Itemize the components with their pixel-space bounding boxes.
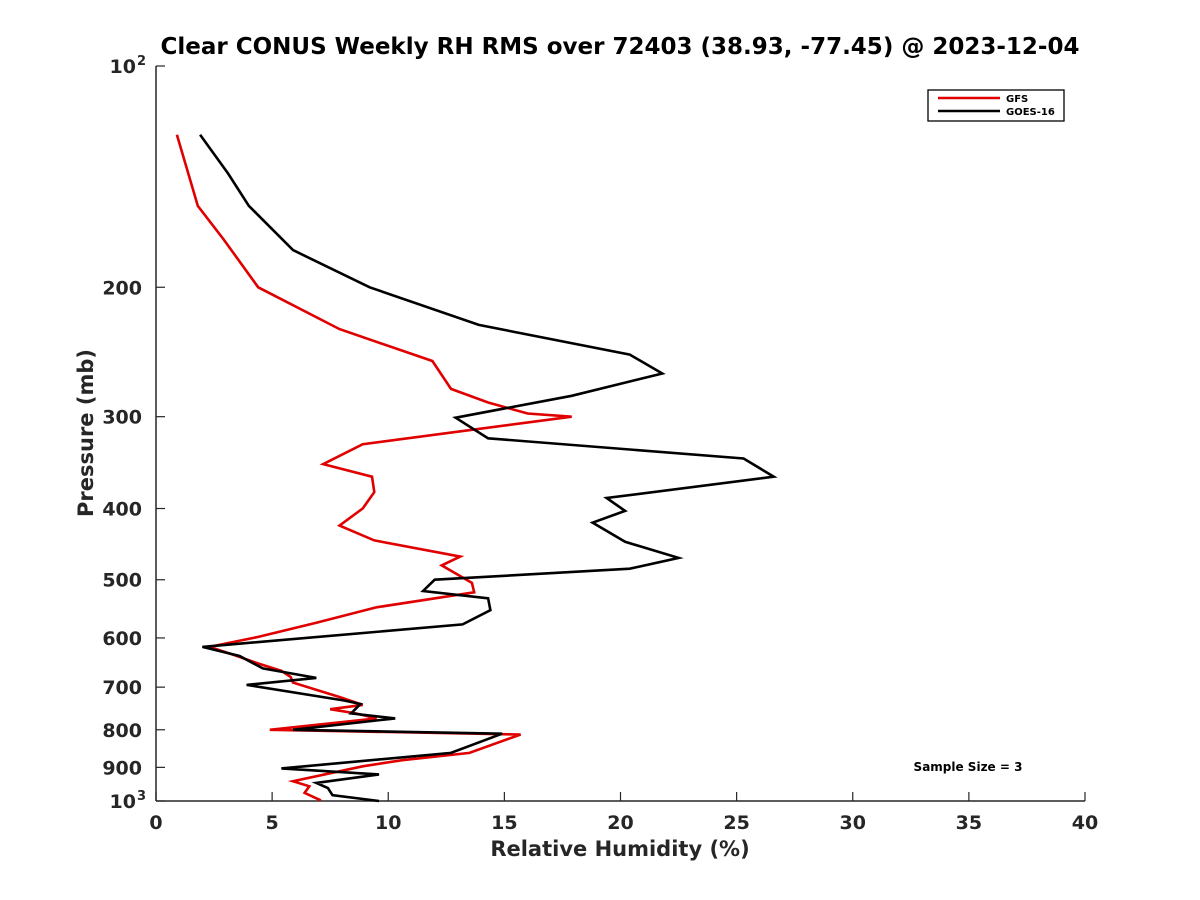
y-tick-exponent: 2 xyxy=(137,54,146,69)
x-tick-label: 20 xyxy=(607,812,633,834)
sample-size-annotation: Sample Size = 3 xyxy=(914,760,1023,774)
series-line-goes16 xyxy=(199,133,778,803)
x-tick-label: 40 xyxy=(1072,812,1098,834)
y-tick-label: 10 xyxy=(110,791,136,813)
x-tick-label: 15 xyxy=(491,812,517,834)
y-tick-label: 700 xyxy=(102,677,142,699)
x-tick-label: 25 xyxy=(723,812,749,834)
y-tick-label: 300 xyxy=(102,407,142,429)
x-tick-label: 0 xyxy=(149,812,162,834)
chart-title: Clear CONUS Weekly RH RMS over 72403 (38… xyxy=(161,34,1080,60)
series-lines xyxy=(175,133,778,803)
y-tick-label: 600 xyxy=(102,628,142,650)
x-tick-label: 35 xyxy=(956,812,982,834)
legend-box xyxy=(927,89,1065,122)
series-line-gfs xyxy=(175,134,572,802)
legend: GFS GOES-16 xyxy=(927,89,1065,122)
y-tick-label: 900 xyxy=(102,757,142,779)
x-tick-label: 30 xyxy=(840,812,866,834)
x-tick-label: 5 xyxy=(266,812,279,834)
y-tick-label: 500 xyxy=(102,570,142,592)
x-tick-label: 10 xyxy=(375,812,401,834)
y-tick-label: 400 xyxy=(102,499,142,521)
y-tick-label: 200 xyxy=(102,277,142,299)
legend-label-goes16: GOES-16 xyxy=(1006,107,1055,118)
y-tick-label: 10 xyxy=(110,56,136,78)
y-tick-exponent: 3 xyxy=(137,789,146,804)
x-axis-ticks: 0 5 10 15 20 25 30 35 40 xyxy=(149,792,1098,834)
legend-label-gfs: GFS xyxy=(1006,94,1028,105)
x-axis-label: Relative Humidity (%) xyxy=(490,837,749,861)
y-tick-label: 800 xyxy=(102,720,142,742)
y-axis-label: Pressure (mb) xyxy=(74,349,98,517)
